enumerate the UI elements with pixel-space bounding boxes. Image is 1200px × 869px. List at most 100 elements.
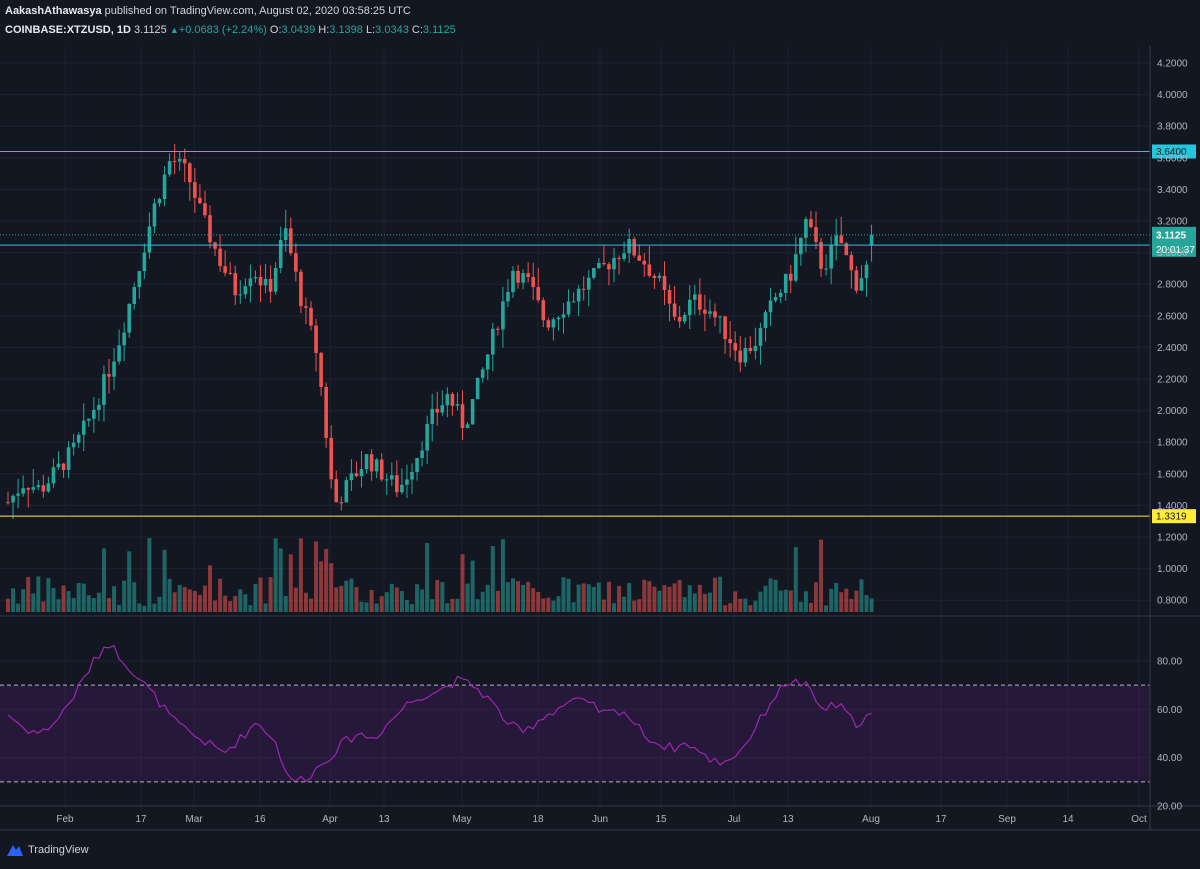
candle-body bbox=[390, 475, 394, 480]
price-tick-label: 1.2000 bbox=[1157, 533, 1188, 544]
volume-bar bbox=[556, 596, 561, 612]
volume-bar bbox=[455, 598, 460, 612]
volume-bar bbox=[394, 587, 399, 612]
candle-body bbox=[324, 387, 328, 438]
tradingview-logo-icon bbox=[7, 845, 23, 856]
volume-bar bbox=[803, 591, 808, 612]
x-tick-label: Feb bbox=[56, 814, 74, 825]
candle-body bbox=[289, 228, 293, 254]
candle-body bbox=[147, 226, 152, 253]
x-tick-label: 15 bbox=[655, 814, 667, 825]
candle-body bbox=[839, 235, 844, 244]
volume-bar bbox=[637, 599, 642, 612]
candle-body bbox=[647, 264, 652, 276]
author-name[interactable]: AakashAthawasya bbox=[5, 5, 102, 17]
candle-body bbox=[693, 294, 697, 300]
candle-body bbox=[844, 243, 849, 256]
volume-bar bbox=[122, 580, 127, 612]
volume-bar bbox=[258, 577, 263, 612]
x-tick-label: 16 bbox=[254, 814, 266, 825]
volume-bar bbox=[61, 585, 66, 612]
volume-bar bbox=[647, 581, 652, 612]
candle-body bbox=[21, 488, 25, 494]
candle-body bbox=[208, 215, 212, 243]
volume-bar bbox=[728, 603, 733, 612]
high-label: H: bbox=[318, 24, 330, 36]
candle-body bbox=[768, 300, 773, 313]
volume-bar bbox=[652, 586, 657, 612]
candle-body bbox=[531, 277, 535, 288]
candle-body bbox=[435, 408, 440, 413]
price-tick-label: 4.2000 bbox=[1157, 59, 1188, 70]
volume-bar bbox=[11, 588, 16, 612]
candle-body bbox=[253, 277, 258, 279]
volume-bar bbox=[248, 605, 253, 612]
volume-bar bbox=[218, 578, 223, 612]
volume-bar bbox=[662, 585, 667, 612]
volume-bar bbox=[445, 603, 450, 612]
candle-body bbox=[723, 316, 727, 339]
candle-body bbox=[157, 198, 162, 204]
candle-body bbox=[849, 255, 854, 271]
volume-bar bbox=[81, 583, 86, 612]
open-value: 3.0439 bbox=[281, 24, 316, 36]
candle-body bbox=[763, 312, 768, 329]
volume-bar bbox=[819, 539, 824, 612]
candle-body bbox=[228, 272, 232, 274]
candle-body bbox=[571, 301, 576, 303]
volume-bar bbox=[167, 579, 172, 612]
volume-bar bbox=[374, 603, 379, 612]
up-triangle-icon: ▲ bbox=[169, 25, 179, 35]
volume-bar bbox=[526, 581, 531, 612]
candle-body bbox=[102, 374, 106, 405]
candle-body bbox=[112, 361, 116, 377]
candle-body bbox=[137, 271, 142, 288]
candlesticks bbox=[6, 143, 874, 520]
volume-bar bbox=[6, 598, 10, 612]
volume-bar bbox=[420, 589, 425, 612]
candle-body bbox=[460, 404, 465, 429]
candle-body bbox=[167, 161, 172, 175]
candle-body bbox=[753, 345, 758, 352]
candle-body bbox=[773, 296, 778, 301]
candle-body bbox=[733, 343, 737, 351]
rsi-tick-label: 80.00 bbox=[1157, 657, 1182, 668]
volume-bar bbox=[687, 585, 692, 612]
candle-body bbox=[309, 307, 313, 326]
candle-body bbox=[329, 437, 333, 480]
volume-bar bbox=[829, 588, 834, 612]
candle-body bbox=[203, 203, 207, 216]
volume-bar bbox=[379, 596, 384, 612]
volume-bar bbox=[334, 587, 339, 612]
volume-bar bbox=[768, 578, 773, 612]
candle-body bbox=[97, 404, 101, 410]
volume-bar bbox=[228, 601, 233, 612]
x-tick-label: 18 bbox=[532, 814, 544, 825]
volume-bar bbox=[788, 590, 793, 612]
candle-body bbox=[561, 314, 566, 318]
candle-body bbox=[223, 266, 227, 273]
volume-bar bbox=[758, 591, 763, 612]
volume-bar bbox=[657, 590, 662, 612]
volume-bar bbox=[268, 577, 273, 612]
candle-body bbox=[107, 374, 111, 377]
volume-bar bbox=[495, 590, 500, 612]
volume-bar bbox=[697, 584, 702, 612]
candle-body bbox=[501, 301, 505, 330]
price-tick-label: 2.8000 bbox=[1157, 280, 1188, 291]
candle-body bbox=[470, 399, 475, 425]
candle-body bbox=[617, 257, 621, 259]
price-tick-label: 1.0000 bbox=[1157, 564, 1188, 575]
high-value: 3.1398 bbox=[329, 24, 363, 36]
candle-body bbox=[491, 328, 495, 355]
volume-bar bbox=[713, 577, 717, 612]
tradingview-logo[interactable]: TradingView bbox=[6, 843, 89, 857]
volume-bar bbox=[359, 601, 364, 612]
rsi-band bbox=[0, 685, 1150, 782]
candle-body bbox=[410, 471, 414, 480]
candle-body bbox=[127, 303, 131, 333]
candle-body bbox=[193, 182, 197, 198]
volume-bar bbox=[303, 592, 308, 612]
